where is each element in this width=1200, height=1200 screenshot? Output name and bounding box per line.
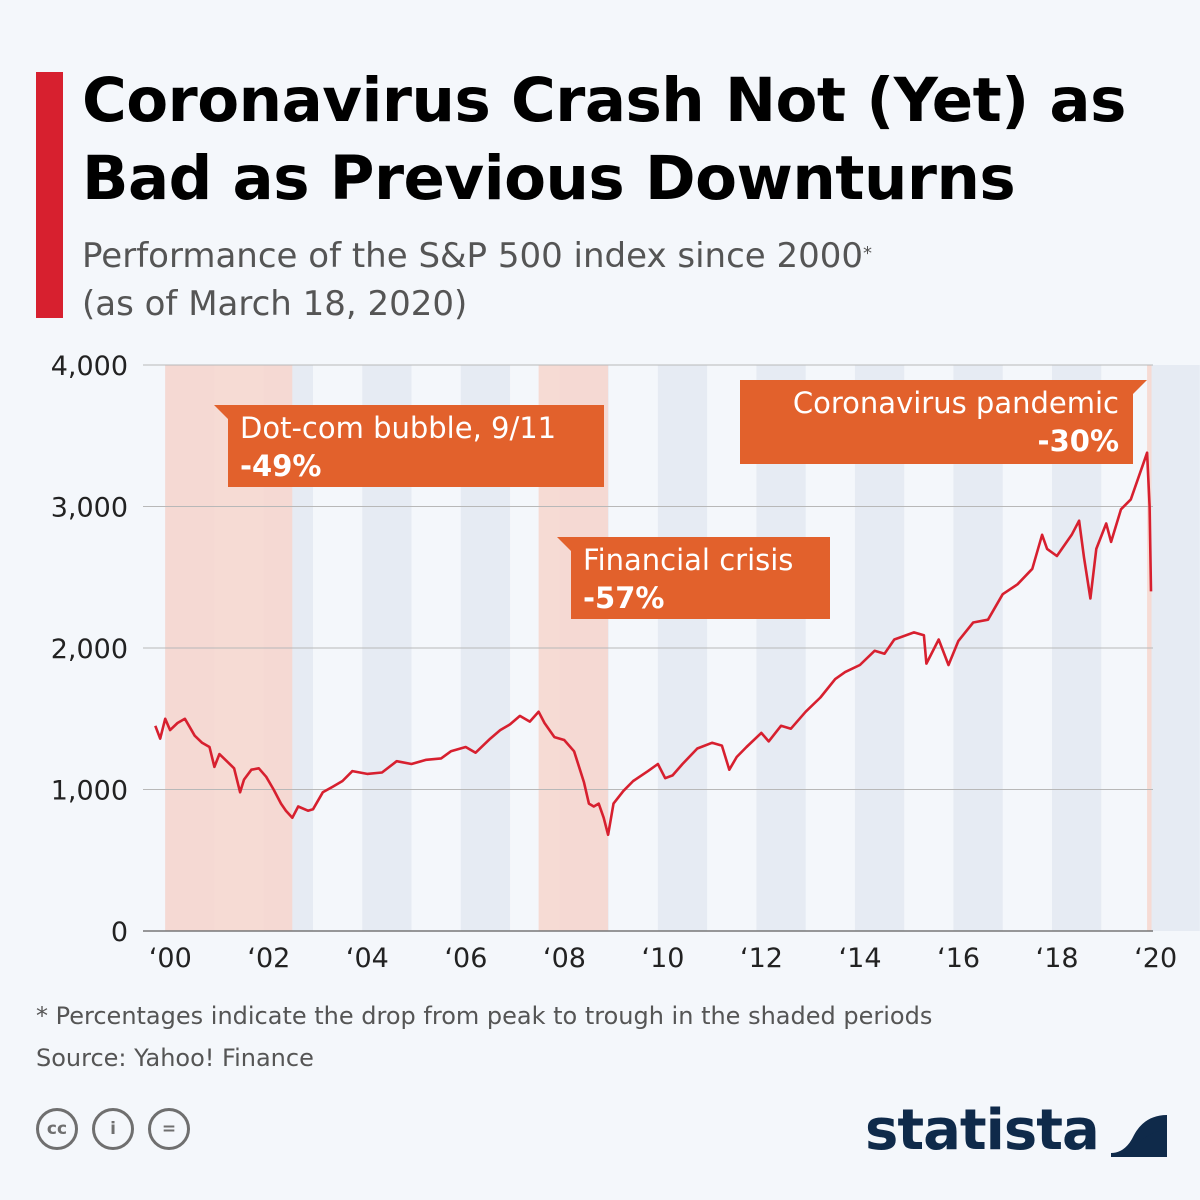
footnotes: * Percentages indicate the drop from pea…: [36, 995, 932, 1079]
y-tick-label: 1,000: [51, 776, 128, 807]
chart-title: Coronavirus Crash Not (Yet) as Bad as Pr…: [82, 62, 1182, 218]
subtitle-line-1: Performance of the S&P 500 index since 2…: [82, 232, 1182, 280]
x-tick-label: ‘16: [937, 943, 980, 974]
statista-mark-icon: [1110, 1108, 1167, 1157]
x-tick-label: ‘18: [1036, 943, 1079, 974]
x-tick-label: ‘04: [346, 943, 389, 974]
statista-logo[interactable]: statista: [865, 1098, 1169, 1163]
annotation-background: [571, 537, 830, 619]
title-line-2: Bad as Previous Downturns: [82, 143, 1016, 214]
no-derivatives-icon[interactable]: =: [148, 1108, 190, 1150]
x-tick-label: ‘00: [149, 943, 192, 974]
subtitle-text: Performance of the S&P 500 index since 2…: [82, 236, 864, 276]
annotation-pointer: [557, 537, 573, 553]
annotation-background: [740, 380, 1133, 464]
gridlines: [143, 364, 1153, 932]
annotation-box: Financial crisis -57%: [557, 537, 830, 619]
annotations: Dot-com bubble, 9/11 -49% Financial crisis…: [214, 380, 1147, 619]
x-axis-ticks: ‘00 ‘02 ‘04 ‘06 ‘08 ‘10 ‘12 ‘14 ‘16 ‘18 ‘20: [149, 943, 1177, 974]
y-tick-label: 0: [111, 917, 128, 948]
x-tick-label: ‘12: [740, 943, 783, 974]
y-axis-ticks: 0 1,000 2,000 3,000 4,000: [51, 351, 128, 948]
annotation-label: Financial crisis: [583, 543, 793, 577]
brand-name: statista: [865, 1098, 1100, 1163]
annotation-pointer: [214, 405, 230, 421]
annotation-box: Coronavirus pandemic -30%: [740, 380, 1147, 464]
y-tick-label: 2,000: [51, 634, 128, 665]
y-tick-label: 3,000: [51, 493, 128, 524]
source-text: Source: Yahoo! Finance: [36, 1044, 314, 1072]
title-accent-bar: [36, 72, 63, 318]
creative-commons-icon[interactable]: cc: [36, 1108, 78, 1150]
footnote-text: * Percentages indicate the drop from pea…: [36, 1002, 933, 1030]
subtitle-line-2: (as of March 18, 2020): [82, 284, 468, 324]
chart-subtitle: Performance of the S&P 500 index since 2…: [82, 232, 1182, 328]
x-tick-label: ‘10: [642, 943, 685, 974]
annotation-label: Coronavirus pandemic: [793, 386, 1119, 420]
series-layer: [154, 451, 1153, 837]
annotation-value: -30%: [1038, 424, 1119, 458]
annotation-label: Dot-com bubble, 9/11: [240, 411, 556, 445]
x-tick-label: ‘08: [543, 943, 586, 974]
title-line-1: Coronavirus Crash Not (Yet) as: [82, 65, 1126, 136]
annotation-box: Dot-com bubble, 9/11 -49%: [214, 405, 604, 487]
annotation-pointer: [1131, 380, 1147, 396]
y-tick-label: 4,000: [51, 351, 128, 382]
sp500-line-chart: 0 1,000 2,000 3,000 4,000 ‘00 ‘02 ‘04 ‘06 ‘08 ‘10…: [51, 351, 1200, 974]
series-line-sp500: [154, 451, 1153, 837]
annotation-value: -49%: [240, 449, 321, 483]
x-tick-label: ‘14: [839, 943, 882, 974]
attribution-icon[interactable]: i: [92, 1108, 134, 1150]
x-tick-label: ‘20: [1134, 943, 1177, 974]
license-icons: cc i =: [36, 1108, 190, 1150]
subtitle-footnote-marker: *: [863, 243, 873, 264]
x-tick-label: ‘02: [247, 943, 290, 974]
year-stripe: [1150, 365, 1200, 931]
annotation-value: -57%: [583, 581, 664, 615]
x-tick-label: ‘06: [444, 943, 487, 974]
annotation-background: [228, 405, 604, 487]
